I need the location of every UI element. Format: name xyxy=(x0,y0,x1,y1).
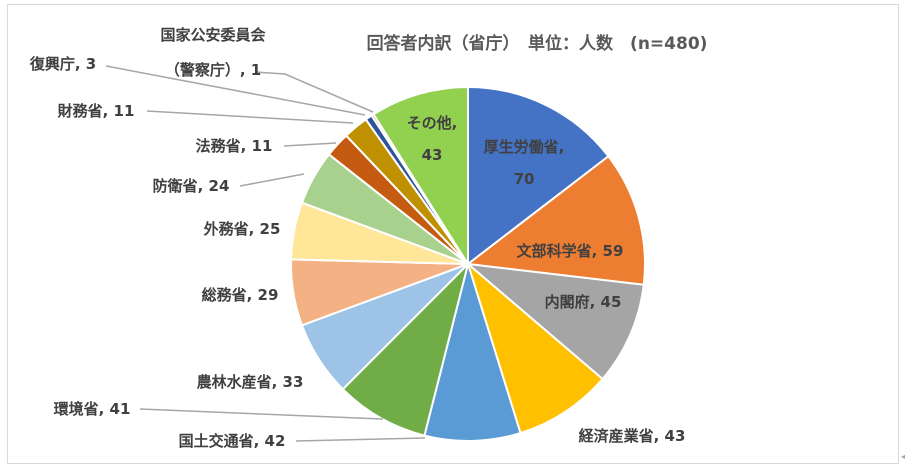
chart-title: 回答者内訳（省庁） 単位：人数 (n=480) xyxy=(367,33,708,54)
leader-line-9 xyxy=(239,173,305,187)
pie-slice-1 xyxy=(467,155,646,286)
pie-slice-3 xyxy=(467,263,604,435)
leader-line-12 xyxy=(105,65,366,116)
leader-line-11 xyxy=(146,110,354,124)
pie-slice-2 xyxy=(467,263,645,380)
data-label-11: 財務省, 11 xyxy=(57,102,135,120)
data-label-1: 文部科学省, 59 xyxy=(517,242,624,260)
leader-lines xyxy=(105,65,426,442)
resize-handle-icon[interactable]: ◂ xyxy=(900,452,905,461)
pie-slice-4 xyxy=(423,263,522,442)
data-labels: 厚生労働省, 70 文部科学省, 59 内閣府, 45 経済産業省, 43 国土交通省, … xyxy=(29,26,686,450)
pie-slices xyxy=(290,86,646,442)
pie-slice-0 xyxy=(467,86,610,265)
leader-line-13 xyxy=(254,71,374,113)
data-label-9: 防衛省, 24 xyxy=(153,177,230,195)
data-label-0: 厚生労働省, 70 xyxy=(484,138,565,188)
data-label-2: 内閣府, 45 xyxy=(545,293,622,311)
data-label-13: 国家公安委員会（警察庁）, 1 xyxy=(160,26,265,79)
leader-line-4 xyxy=(295,437,426,442)
pie-slice-5 xyxy=(341,263,469,437)
data-label-3: 経済産業省, 43 xyxy=(579,427,686,445)
data-label-10: 法務省, 11 xyxy=(196,137,273,155)
data-label-12: 復興庁, 3 xyxy=(29,55,96,73)
data-label-7: 総務省, 29 xyxy=(202,286,279,304)
pie-slice-14 xyxy=(372,86,469,265)
leader-line-5 xyxy=(139,408,384,420)
data-label-4: 国土交通省, 42 xyxy=(179,432,286,450)
data-label-5: 環境省, 41 xyxy=(54,400,131,418)
data-label-6: 農林水産省, 33 xyxy=(197,373,304,391)
data-label-14: その他, 43 xyxy=(407,114,458,164)
data-label-8: 外務省, 25 xyxy=(203,220,281,238)
leader-line-10 xyxy=(283,142,337,147)
